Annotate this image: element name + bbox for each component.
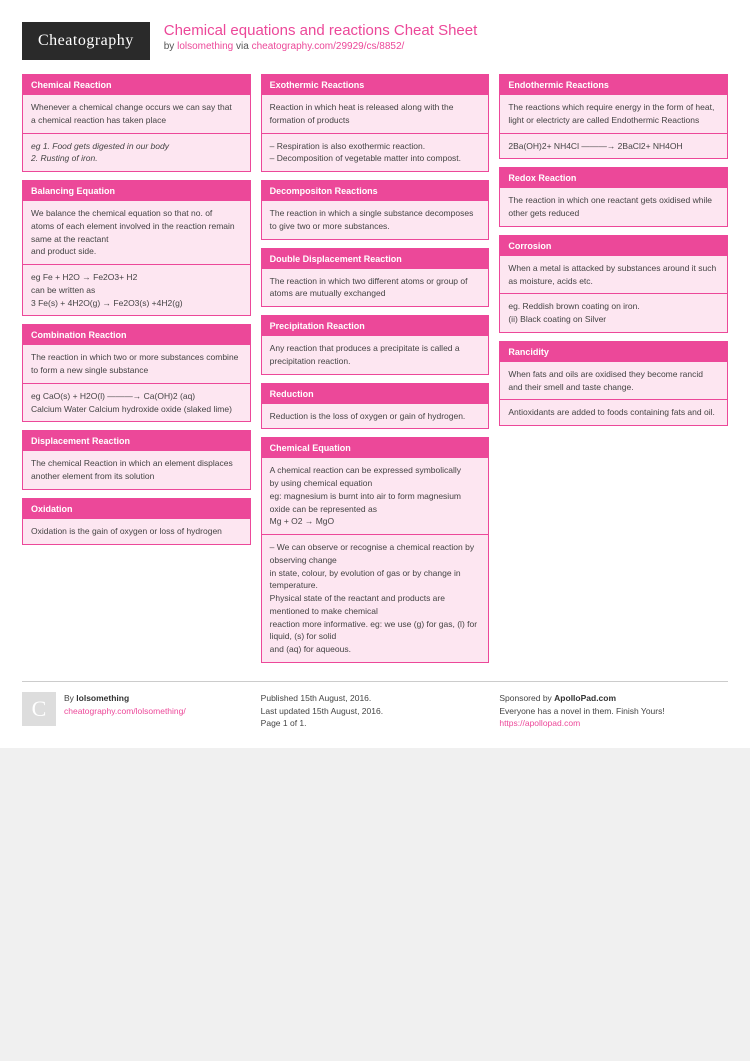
- card-header: Oxidation: [23, 499, 250, 519]
- header-text: Chemical equations and reactions Cheat S…: [164, 22, 478, 52]
- page: Cheatography Chemical equations and reac…: [0, 0, 750, 748]
- page-number: Page 1 of 1.: [261, 717, 490, 730]
- card: OxidationOxidation is the gain of oxygen…: [22, 498, 251, 545]
- card-section: The reaction in which two or more substa…: [23, 345, 250, 383]
- card: Endothermic ReactionsThe reactions which…: [499, 74, 728, 159]
- card: Decompositon ReactionsThe reaction in wh…: [261, 180, 490, 240]
- card-section: eg CaO(s) + H2O(l) ———→ Ca(OH)2 (aq) Cal…: [23, 383, 250, 422]
- card-section: The chemical Reaction in which an elemen…: [23, 451, 250, 489]
- card: Redox ReactionThe reaction in which one …: [499, 167, 728, 227]
- card-header: Decompositon Reactions: [262, 181, 489, 201]
- published-date: Published 15th August, 2016.: [261, 692, 490, 705]
- card-section: eg. Reddish brown coating on iron. (ii) …: [500, 293, 727, 332]
- footer-author-name: lolsomething: [76, 693, 129, 703]
- footer-meta: Published 15th August, 2016. Last update…: [261, 692, 490, 730]
- footer: C By lolsomething cheatography.com/lolso…: [22, 681, 728, 730]
- sponsor-tagline: Everyone has a novel in them. Finish You…: [499, 705, 728, 718]
- footer-by-label: By: [64, 693, 76, 703]
- card-section: The reaction in which one reactant gets …: [500, 188, 727, 226]
- card-header: Double Displacement Reaction: [262, 249, 489, 269]
- card-header: Chemical Reaction: [23, 75, 250, 95]
- card-section: We balance the chemical equation so that…: [23, 201, 250, 264]
- author-link[interactable]: lolsomething: [177, 41, 233, 52]
- card-section: eg 1. Food gets digested in our body 2. …: [23, 133, 250, 172]
- card-header: Corrosion: [500, 236, 727, 256]
- sponsor-name: ApolloPad.com: [554, 693, 616, 703]
- card-header: Balancing Equation: [23, 181, 250, 201]
- card: RancidityWhen fats and oils are oxidised…: [499, 341, 728, 426]
- updated-date: Last updated 15th August, 2016.: [261, 705, 490, 718]
- footer-sponsor: Sponsored by ApolloPad.com Everyone has …: [499, 692, 728, 730]
- card-header: Endothermic Reactions: [500, 75, 727, 95]
- page-title: Chemical equations and reactions Cheat S…: [164, 22, 478, 39]
- card-section: The reaction in which a single substance…: [262, 201, 489, 239]
- card: Displacement ReactionThe chemical Reacti…: [22, 430, 251, 490]
- card-header: Precipitation Reaction: [262, 316, 489, 336]
- columns: Chemical ReactionWhenever a chemical cha…: [22, 74, 728, 663]
- card: Double Displacement ReactionThe reaction…: [261, 248, 490, 308]
- card-section: eg Fe + H2O → Fe2O3+ H2 can be written a…: [23, 264, 250, 315]
- card-section: – Respiration is also exothermic reactio…: [262, 133, 489, 172]
- card-header: Exothermic Reactions: [262, 75, 489, 95]
- footer-author: C By lolsomething cheatography.com/lolso…: [22, 692, 251, 730]
- card: Chemical EquationA chemical reaction can…: [261, 437, 490, 663]
- card: CorrosionWhen a metal is attacked by sub…: [499, 235, 728, 333]
- card-section: 2Ba(OH)2+ NH4Cl ———→ 2BaCl2+ NH4OH: [500, 133, 727, 159]
- card-section: Any reaction that produces a precipitate…: [262, 336, 489, 374]
- card-section: Reduction is the loss of oxygen or gain …: [262, 404, 489, 429]
- card-section: Oxidation is the gain of oxygen or loss …: [23, 519, 250, 544]
- sponsor-link[interactable]: https://apollopad.com: [499, 718, 580, 728]
- column: Exothermic ReactionsReaction in which he…: [261, 74, 490, 663]
- column: Endothermic ReactionsThe reactions which…: [499, 74, 728, 663]
- card-section: Reaction in which heat is released along…: [262, 95, 489, 133]
- source-link[interactable]: cheatography.com/29929/cs/8852/: [252, 41, 405, 52]
- card-header: Combination Reaction: [23, 325, 250, 345]
- byline: by lolsomething via cheatography.com/299…: [164, 41, 478, 52]
- card-section: Antioxidants are added to foods containi…: [500, 399, 727, 425]
- via-label: via: [233, 41, 251, 52]
- card: Exothermic ReactionsReaction in which he…: [261, 74, 490, 172]
- card-section: The reaction in which two different atom…: [262, 269, 489, 307]
- column: Chemical ReactionWhenever a chemical cha…: [22, 74, 251, 663]
- card: ReductionReduction is the loss of oxygen…: [261, 383, 490, 430]
- card-header: Redox Reaction: [500, 168, 727, 188]
- card-section: When a metal is attacked by substances a…: [500, 256, 727, 294]
- card: Combination ReactionThe reaction in whic…: [22, 324, 251, 422]
- card-header: Reduction: [262, 384, 489, 404]
- card-header: Rancidity: [500, 342, 727, 362]
- card-section: Whenever a chemical change occurs we can…: [23, 95, 250, 133]
- card-header: Displacement Reaction: [23, 431, 250, 451]
- footer-author-link[interactable]: cheatography.com/lolsomething/: [64, 706, 186, 716]
- card: Chemical ReactionWhenever a chemical cha…: [22, 74, 251, 172]
- author-avatar-icon: C: [22, 692, 56, 726]
- card-section: When fats and oils are oxidised they bec…: [500, 362, 727, 400]
- site-logo[interactable]: Cheatography: [22, 22, 150, 60]
- by-label: by: [164, 41, 177, 52]
- card-section: A chemical reaction can be expressed sym…: [262, 458, 489, 534]
- card: Precipitation ReactionAny reaction that …: [261, 315, 490, 375]
- card: Balancing EquationWe balance the chemica…: [22, 180, 251, 316]
- card-header: Chemical Equation: [262, 438, 489, 458]
- sponsor-label: Sponsored by: [499, 693, 554, 703]
- card-section: The reactions which require energy in th…: [500, 95, 727, 133]
- card-section: – We can observe or recognise a chemical…: [262, 534, 489, 662]
- header: Cheatography Chemical equations and reac…: [22, 22, 728, 60]
